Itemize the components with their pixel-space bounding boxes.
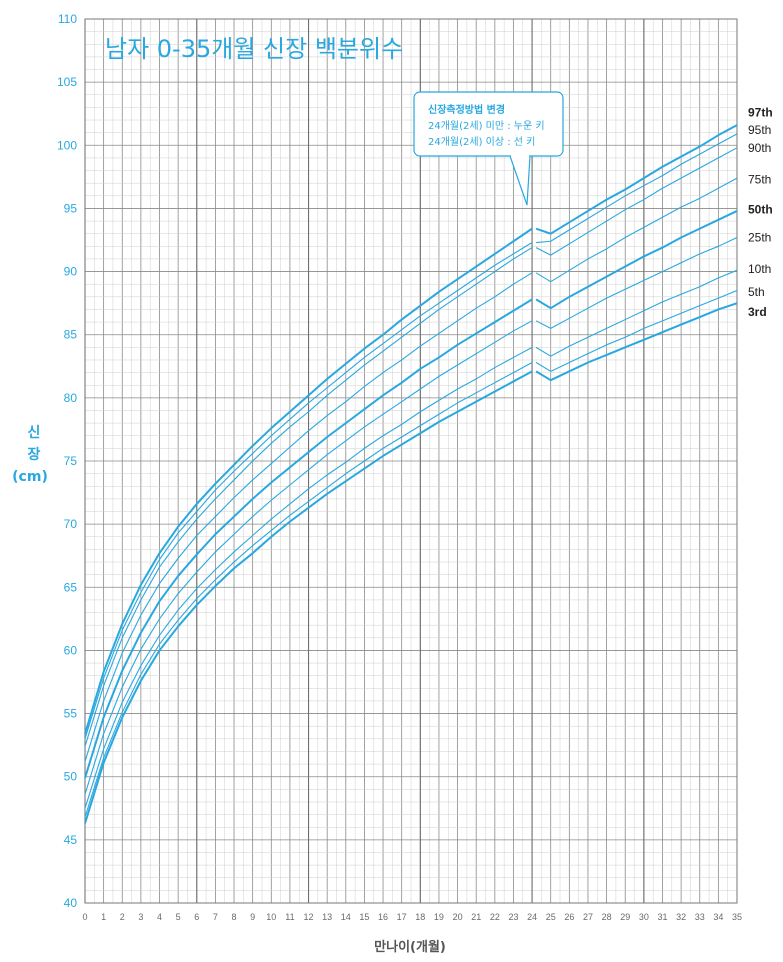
x-tick-label: 34 bbox=[713, 912, 723, 922]
x-tick-label: 26 bbox=[564, 912, 574, 922]
y-tick-label: 105 bbox=[57, 75, 77, 89]
grid bbox=[84, 18, 738, 904]
curve-25th-standing bbox=[535, 236, 738, 329]
y-tick-label: 70 bbox=[64, 517, 78, 531]
y-axis-label: 신 장 (cm) bbox=[12, 425, 48, 485]
x-tick-label: 31 bbox=[657, 912, 667, 922]
percentile-label-90th: 90th bbox=[748, 141, 771, 155]
x-tick-label: 21 bbox=[471, 912, 481, 922]
x-tick-label: 15 bbox=[359, 912, 369, 922]
x-tick-label: 29 bbox=[620, 912, 630, 922]
curve-90th-standing bbox=[535, 147, 738, 256]
x-tick-label: 23 bbox=[508, 912, 518, 922]
x-tick-label: 4 bbox=[157, 912, 162, 922]
percentile-label-5th: 5th bbox=[748, 285, 765, 299]
curve-97th-standing bbox=[535, 124, 738, 235]
percentile-labels: 97th 95th 90th 75th 50th 25th 10th 5th 3rd bbox=[748, 105, 773, 319]
curve-3rd-standing bbox=[535, 302, 738, 382]
y-axis-label-line1: 신 bbox=[28, 425, 41, 441]
measurement-note: 신장측정방법 변경 24개월(2세) 미만 : 누운 키 24개월(2세) 이상… bbox=[413, 91, 564, 206]
x-tick-label: 6 bbox=[194, 912, 199, 922]
x-tick-label: 13 bbox=[322, 912, 332, 922]
y-tick-label: 55 bbox=[64, 707, 78, 721]
x-tick-label: 17 bbox=[397, 912, 407, 922]
y-tick-label: 40 bbox=[64, 896, 78, 910]
y-tick-label: 110 bbox=[58, 12, 77, 26]
curve-50th-standing bbox=[535, 210, 738, 310]
x-tick-label: 12 bbox=[304, 912, 314, 922]
percentile-label-95th: 95th bbox=[748, 123, 771, 137]
curve-50th-lying bbox=[84, 298, 533, 779]
curve-97th-lying bbox=[84, 227, 533, 735]
percentile-label-10th: 10th bbox=[748, 262, 771, 276]
y-axis-label-line3: (cm) bbox=[12, 469, 48, 485]
percentile-curves bbox=[84, 124, 738, 824]
x-tick-label: 22 bbox=[490, 912, 500, 922]
x-tick-label: 19 bbox=[434, 912, 444, 922]
x-tick-label: 28 bbox=[602, 912, 612, 922]
note-box bbox=[413, 91, 564, 157]
y-axis-ticks: 40 45 50 55 60 65 70 75 80 85 90 95 100 105 110 bbox=[57, 12, 77, 910]
y-tick-label: 65 bbox=[64, 580, 78, 594]
y-tick-label: 90 bbox=[64, 265, 78, 279]
percentile-label-97th: 97th bbox=[748, 105, 773, 119]
x-tick-label: 5 bbox=[176, 912, 181, 922]
percentile-label-75th: 75th bbox=[748, 172, 771, 186]
x-tick-label: 2 bbox=[120, 912, 125, 922]
x-tick-label: 9 bbox=[250, 912, 255, 922]
note-line2: 24개월(2세) 이상 : 선 키 bbox=[428, 136, 535, 148]
x-tick-label: 11 bbox=[285, 912, 294, 922]
curve-5th-lying bbox=[84, 362, 533, 818]
note-pointer bbox=[509, 155, 531, 206]
curve-10th-lying bbox=[84, 346, 533, 809]
x-axis-ticks: 0 1 2 3 4 5 6 7 8 9 10 11 12 13 14 15 16 17 18 19 20 21 22 23 24… bbox=[82, 912, 742, 922]
y-axis-label-line2: 장 bbox=[28, 446, 41, 463]
y-tick-label: 85 bbox=[64, 328, 78, 342]
curve-5th-standing bbox=[535, 290, 738, 372]
percentile-label-3rd: 3rd bbox=[748, 305, 767, 319]
y-tick-label: 95 bbox=[64, 201, 78, 215]
x-tick-label: 33 bbox=[695, 912, 705, 922]
x-tick-label: 8 bbox=[232, 912, 237, 922]
y-tick-label: 75 bbox=[64, 454, 78, 468]
y-tick-label: 45 bbox=[64, 833, 78, 847]
x-tick-label: 1 bbox=[101, 912, 106, 922]
curve-3rd-lying bbox=[84, 370, 533, 824]
x-tick-label: 10 bbox=[266, 912, 276, 922]
x-tick-label: 14 bbox=[341, 912, 351, 922]
curve-95th-standing bbox=[536, 133, 738, 244]
x-tick-label: 16 bbox=[378, 912, 388, 922]
curve-95th-lying bbox=[84, 242, 533, 739]
x-axis-label: 만나이(개월) bbox=[374, 939, 446, 955]
percentile-label-25th: 25th bbox=[748, 230, 771, 244]
x-tick-label: 35 bbox=[732, 912, 742, 922]
curve-75th-lying bbox=[84, 272, 533, 762]
x-tick-label: 0 bbox=[82, 912, 87, 922]
curve-10th-standing bbox=[535, 269, 738, 357]
curve-75th-standing bbox=[535, 177, 738, 283]
y-tick-label: 60 bbox=[64, 643, 78, 657]
curve-25th-lying bbox=[84, 320, 533, 795]
x-tick-label: 3 bbox=[138, 912, 143, 922]
note-line1: 24개월(2세) 미만 : 누운 키 bbox=[428, 120, 545, 132]
x-tick-label: 20 bbox=[453, 912, 463, 922]
y-tick-label: 100 bbox=[57, 138, 77, 152]
x-tick-label: 27 bbox=[583, 912, 593, 922]
x-tick-label: 18 bbox=[415, 912, 425, 922]
chart-title: 남자 0-35개월 신장 백분위수 bbox=[105, 35, 403, 63]
x-tick-label: 32 bbox=[676, 912, 686, 922]
x-tick-label: 7 bbox=[213, 912, 218, 922]
x-tick-label: 25 bbox=[546, 912, 556, 922]
x-tick-label: 24 bbox=[527, 912, 537, 922]
percentile-label-50th: 50th bbox=[748, 203, 773, 217]
y-tick-label: 50 bbox=[64, 770, 78, 784]
note-title: 신장측정방법 변경 bbox=[428, 103, 505, 116]
curve-90th-lying bbox=[84, 247, 533, 747]
y-tick-label: 80 bbox=[64, 391, 78, 405]
x-tick-label: 30 bbox=[639, 912, 649, 922]
plot-frame bbox=[84, 18, 738, 904]
